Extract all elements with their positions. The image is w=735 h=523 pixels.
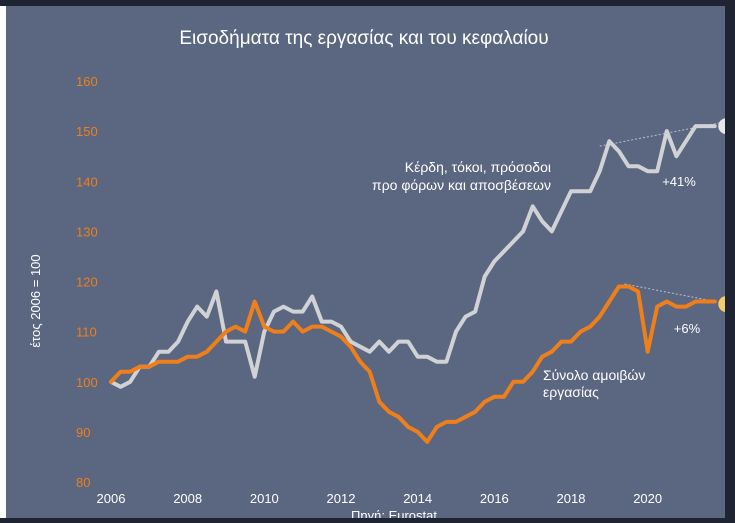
capital-series-line: [109, 124, 717, 389]
y-tick-label: 90: [76, 425, 90, 440]
x-tick-label: 2006: [97, 491, 126, 506]
income-line-chart: Εισοδήματα της εργασίας και του κεφαλαίο…: [6, 6, 735, 523]
y-tick-label: 150: [76, 124, 98, 139]
y-tick-label: 140: [76, 174, 98, 189]
x-tick-label: 2018: [557, 491, 586, 506]
y-axis-label: έτος 2006 = 100: [28, 254, 43, 347]
x-tick-label: 2014: [403, 491, 432, 506]
labor-label-line1: Σύνολο αμοιβών: [543, 367, 645, 383]
y-tick-label: 120: [76, 275, 98, 290]
chart-title: Εισοδήματα της εργασίας και του κεφαλαίο…: [179, 28, 548, 49]
capital-trend-line: [599, 119, 735, 147]
y-tick-label: 80: [76, 475, 90, 490]
labor-label-line2: εργασίας: [543, 384, 599, 400]
frame-right-edge: [725, 0, 735, 523]
y-tick-label: 110: [76, 325, 97, 340]
capital-label-line1: Κέρδη, τόκοι, πρόσοδοι: [405, 159, 551, 175]
labor-change-label: +6%: [674, 321, 701, 336]
trend-lines: [599, 119, 735, 306]
x-tick-label: 2020: [633, 491, 662, 506]
y-axis-ticks: 80 90 100 110 120 130 140 150 160: [76, 74, 98, 490]
x-tick-label: 2012: [327, 491, 356, 506]
x-tick-label: 2008: [173, 491, 202, 506]
x-axis-ticks: 2006 2008 2010 2012 2014 2016 2018 2020: [97, 491, 663, 506]
chart-panel: Εισοδήματα της εργασίας και του κεφαλαίο…: [6, 6, 735, 523]
source-label: Πηγή: Eurostat: [351, 508, 437, 518]
labor-series-line: [109, 284, 717, 444]
y-tick-label: 160: [76, 74, 98, 89]
y-tick-label: 100: [76, 375, 98, 390]
y-tick-label: 130: [76, 224, 98, 239]
frame-bottom-edge: [0, 518, 735, 523]
frame-top-edge: [0, 0, 735, 6]
chart-background: [6, 6, 725, 518]
capital-change-label: +41%: [662, 174, 696, 189]
capital-label-line2: προ φόρων και αποσβέσεων: [372, 177, 551, 193]
x-tick-label: 2016: [480, 491, 509, 506]
x-tick-label: 2010: [250, 491, 279, 506]
series-lines: [109, 124, 717, 444]
